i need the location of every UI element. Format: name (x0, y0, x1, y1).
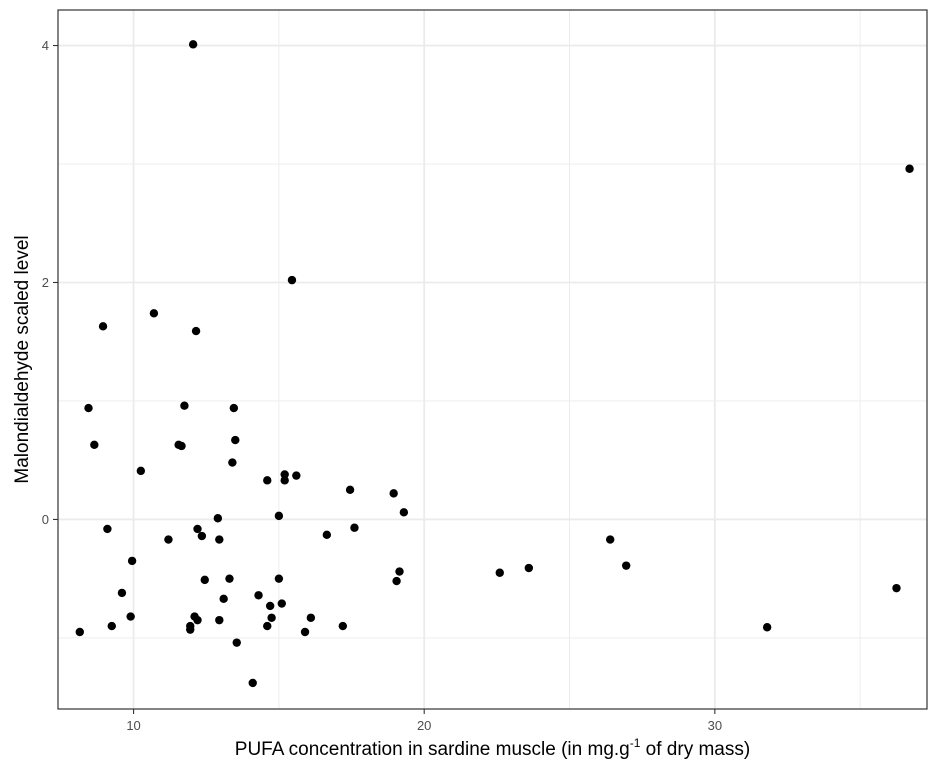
x-axis-ticks: 10 20 30 (126, 709, 722, 733)
data-point (389, 489, 398, 498)
data-point (762, 623, 772, 632)
data-point (292, 471, 301, 480)
x-tick-label: 10 (126, 718, 140, 733)
data-point (399, 508, 409, 517)
x-axis-title-tail: of dry mass) (640, 739, 750, 760)
data-point (90, 440, 99, 450)
plot-panel (58, 10, 927, 709)
data-point (232, 638, 241, 647)
data-point (306, 613, 316, 622)
data-point (280, 476, 289, 485)
data-point (215, 615, 224, 625)
y-tick-label: 4 (42, 38, 49, 53)
data-point (524, 563, 534, 573)
data-point (905, 164, 914, 173)
data-point (219, 594, 228, 604)
data-point (215, 535, 224, 544)
data-point (180, 401, 189, 410)
data-point (621, 561, 631, 570)
data-points (75, 40, 914, 688)
data-point (392, 576, 401, 586)
data-point (193, 524, 202, 534)
major-gridlines (58, 10, 927, 709)
x-tick-label: 30 (708, 718, 722, 733)
data-point (213, 514, 223, 523)
data-point (495, 568, 504, 577)
data-point (75, 627, 84, 637)
minor-gridlines (58, 10, 927, 709)
data-point (126, 612, 135, 621)
data-point (229, 403, 239, 413)
data-point (274, 574, 284, 583)
data-point (280, 470, 289, 479)
data-point (606, 535, 615, 544)
x-axis-title-main: PUFA concentration in sardine muscle (in… (235, 739, 630, 760)
data-point (350, 523, 359, 532)
data-point (188, 40, 198, 49)
data-point (254, 591, 263, 600)
data-point (267, 613, 276, 622)
data-point (345, 485, 355, 495)
data-point (248, 678, 257, 688)
data-point (191, 326, 201, 336)
data-point (231, 435, 240, 445)
data-point (225, 574, 234, 583)
data-point (263, 476, 272, 485)
data-point (274, 511, 284, 521)
data-point (197, 531, 207, 541)
data-point (149, 309, 159, 318)
data-point (263, 621, 272, 631)
data-point (395, 567, 404, 576)
data-point (186, 625, 195, 634)
data-point (117, 588, 127, 598)
data-point (136, 466, 146, 476)
data-point (84, 403, 93, 413)
data-point (300, 627, 310, 637)
data-point (322, 530, 332, 540)
x-axis-title-superscript: -1 (630, 736, 641, 750)
data-point (127, 556, 137, 566)
data-point (193, 615, 202, 625)
y-axis-ticks: 0 2 4 (42, 38, 58, 527)
x-axis-title: PUFA concentration in sardine muscle (in… (235, 736, 750, 760)
x-tick-label: 20 (417, 718, 431, 733)
data-point (892, 583, 901, 593)
data-point (265, 601, 275, 611)
data-point (287, 275, 297, 285)
y-axis-title: Malondialdehyde scaled level (12, 235, 33, 483)
data-point (177, 441, 186, 451)
data-point (164, 535, 173, 544)
data-point (107, 621, 116, 631)
y-tick-label: 0 (42, 512, 49, 527)
y-tick-label: 2 (42, 275, 49, 290)
data-point (200, 575, 209, 585)
data-point (338, 621, 348, 631)
data-point (103, 524, 112, 534)
panel-border (57, 9, 928, 710)
data-point (277, 599, 286, 608)
data-point (98, 322, 108, 331)
data-point (228, 458, 237, 467)
